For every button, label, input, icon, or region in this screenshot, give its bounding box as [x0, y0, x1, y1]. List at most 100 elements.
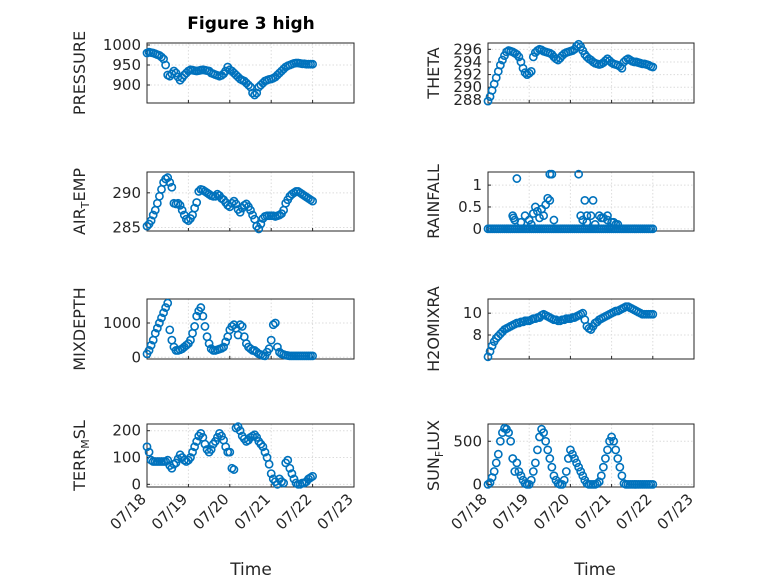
data-point [520, 68, 530, 78]
data-point [615, 462, 625, 472]
data-point [588, 196, 598, 205]
data-point [161, 60, 171, 70]
data-point [190, 203, 200, 213]
data-point [155, 318, 164, 328]
x-tick-label: 07/19 [148, 490, 191, 533]
x-tick-label: 07/18 [448, 490, 491, 533]
data-point [508, 454, 518, 463]
x-tick-label: 07/18 [107, 490, 150, 533]
y-tick-label: 294 [453, 53, 482, 71]
data-point [235, 320, 245, 330]
data-point [609, 436, 619, 446]
data-point [227, 322, 237, 331]
data-point [526, 475, 536, 485]
y-axis-label: H2OMIXRA [424, 286, 443, 372]
data-point [190, 442, 200, 452]
y-tick-label: 296 [453, 40, 482, 58]
data-point [150, 328, 160, 338]
figure-title: Figure 3 high [187, 14, 315, 34]
data-point [183, 216, 193, 225]
data-point [539, 428, 549, 438]
series-markers [142, 422, 317, 489]
data-point [308, 351, 317, 361]
axes-frame [146, 298, 355, 360]
data-point [601, 454, 610, 463]
data-point [181, 340, 191, 350]
data-point [648, 309, 658, 319]
data-point [541, 436, 551, 446]
data-point [231, 199, 241, 209]
data-point [196, 303, 206, 312]
data-point [528, 52, 538, 62]
data-point [520, 211, 530, 221]
data-point [206, 445, 216, 454]
data-point [491, 458, 501, 468]
data-point [186, 453, 195, 462]
data-point [566, 445, 575, 455]
data-point [256, 219, 266, 229]
data-point [221, 337, 231, 347]
data-point [200, 322, 210, 331]
y-tick-label: 290 [453, 78, 482, 96]
data-point [258, 442, 268, 452]
data-point [155, 191, 164, 201]
data-point [559, 475, 569, 485]
data-point [146, 216, 156, 225]
data-point [557, 480, 567, 489]
data-point [163, 173, 173, 182]
data-point [246, 205, 255, 215]
data-point [514, 52, 524, 62]
axes-frame [146, 171, 355, 232]
data-point [524, 215, 534, 225]
data-point [244, 80, 253, 90]
data-point [561, 467, 571, 476]
axes-frame [146, 42, 355, 104]
data-point [152, 323, 162, 333]
data-point [206, 344, 216, 354]
x-tick-label: 07/23 [654, 490, 697, 533]
data-point [163, 455, 173, 465]
x-tick-label: 07/23 [314, 490, 357, 533]
data-point [539, 211, 549, 221]
data-point [157, 313, 166, 323]
x-tick-label: 07/21 [231, 490, 274, 533]
y-tick-label: 0 [472, 220, 482, 238]
data-point [287, 469, 297, 478]
data-point [308, 59, 317, 69]
series-markers [483, 169, 658, 234]
series-markers [483, 39, 658, 106]
data-point [498, 55, 507, 65]
data-point [483, 96, 493, 106]
data-point [175, 75, 185, 85]
y-axis-label: TERRMSL [70, 420, 92, 492]
data-point [495, 60, 505, 70]
x-tick-label: 07/20 [530, 490, 573, 533]
data-point [611, 445, 621, 455]
x-axis-label-left: Time [229, 560, 272, 580]
data-point [549, 215, 559, 225]
data-point [578, 471, 588, 481]
x-tick-label: 07/22 [612, 490, 655, 533]
data-point [188, 447, 197, 457]
data-point [495, 436, 505, 446]
axes-frame [487, 298, 695, 360]
y-tick-label: 285 [112, 219, 141, 237]
data-point [229, 465, 239, 474]
y-tick-label: 100 [112, 449, 141, 467]
x-axis-label-right: Time [573, 560, 616, 580]
y-tick-label: 0.5 [458, 198, 482, 216]
data-point [198, 311, 208, 321]
data-point [190, 322, 200, 331]
data-point [576, 467, 586, 476]
x-tick-label: 07/20 [189, 490, 232, 533]
data-point [543, 445, 553, 455]
data-point [144, 346, 154, 355]
data-point [219, 342, 228, 352]
data-point [506, 436, 516, 446]
y-tick-label: 1 [472, 176, 482, 194]
x-tick-label: 07/21 [571, 490, 614, 533]
data-point [308, 196, 317, 206]
data-point [163, 298, 173, 308]
